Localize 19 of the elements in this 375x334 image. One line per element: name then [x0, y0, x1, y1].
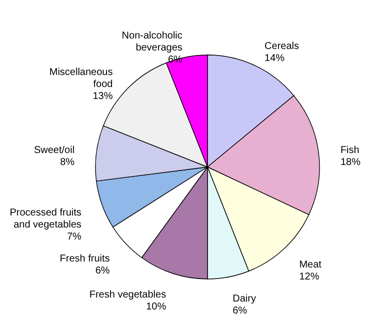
data-label: 13% [92, 91, 113, 102]
slice-label: Non-alcoholic beverages [122, 30, 182, 54]
slice-label: Cereals [264, 40, 300, 52]
data-label: 6% [95, 266, 110, 277]
data-label: 7% [66, 231, 82, 242]
slice-label: Dairy [232, 294, 256, 305]
data-label: 12% [299, 272, 320, 283]
slice-label: Sweet/oil [34, 145, 75, 156]
slice-label: Fresh vegetables [89, 289, 166, 300]
slice-label: Processed fruits and vegetables [10, 207, 82, 230]
data-label: 14% [264, 52, 285, 64]
slice-label: Miscellaneous food [49, 67, 113, 90]
data-label: 8% [60, 157, 75, 168]
data-label: 6% [232, 306, 248, 317]
data-label: 10% [146, 301, 166, 312]
slice-label: Fish [340, 145, 360, 156]
slice-label: Meat [299, 260, 322, 271]
slice-label: Fresh fruits [60, 254, 110, 265]
data-label: 18% [340, 157, 361, 168]
